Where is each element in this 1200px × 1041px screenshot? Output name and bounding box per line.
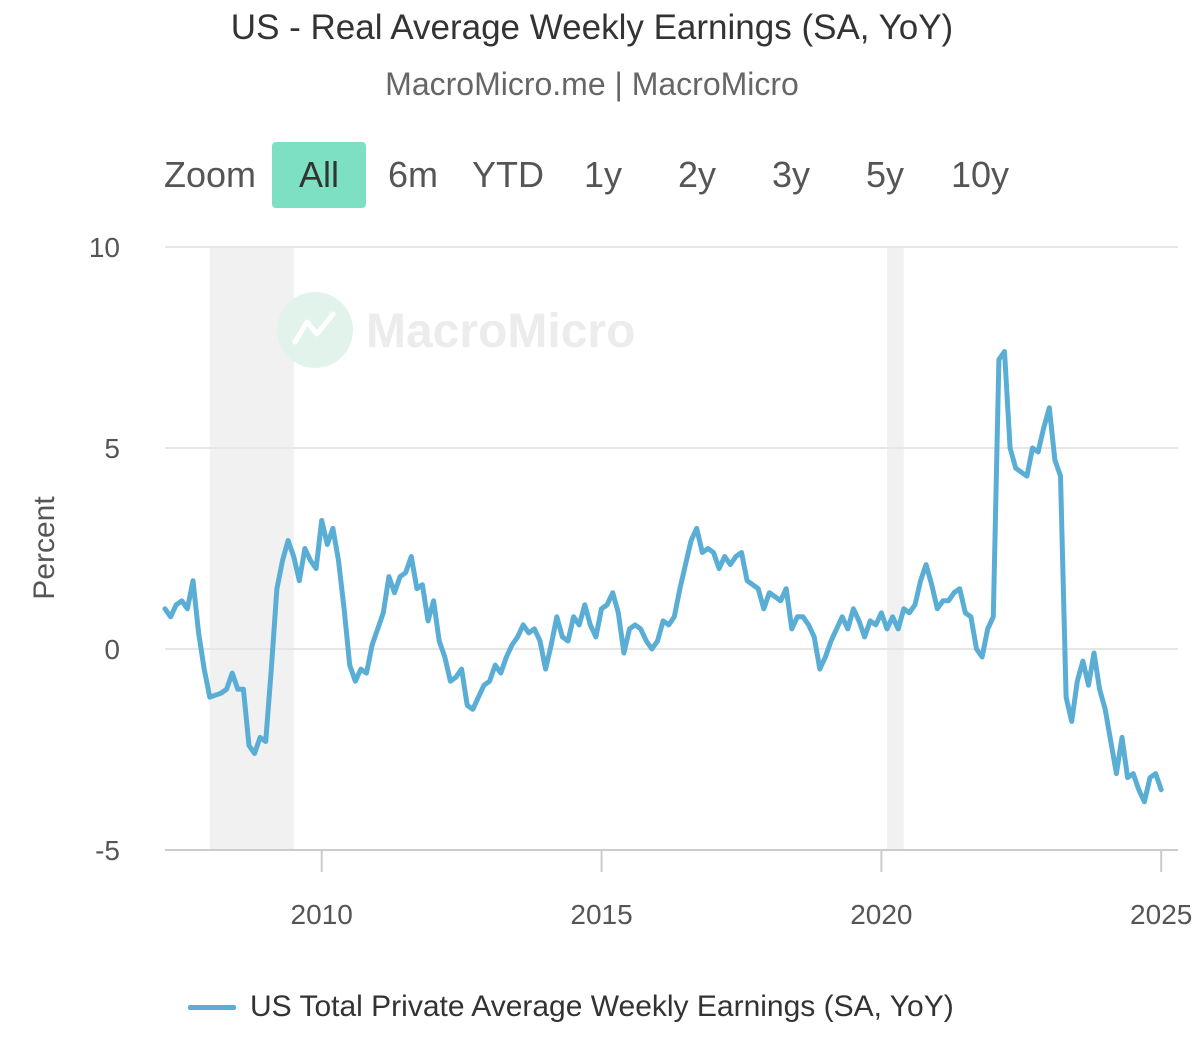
- y-tick-label: -5: [95, 835, 120, 866]
- range-button-3y[interactable]: 3y: [772, 154, 811, 195]
- y-tick-label: 0: [104, 634, 120, 665]
- range-button-6m[interactable]: 6m: [388, 154, 439, 195]
- watermark-text: MacroMicro: [366, 305, 635, 358]
- chart-subtitle: MacroMicro.me | MacroMicro: [385, 66, 799, 102]
- x-tick-label: 2025: [1130, 899, 1192, 930]
- range-button-10y[interactable]: 10y: [951, 154, 1010, 195]
- x-tick-label: 2015: [570, 899, 632, 930]
- watermark: MacroMicro: [277, 292, 635, 368]
- legend-label: US Total Private Average Weekly Earnings…: [250, 990, 954, 1023]
- range-button-5y[interactable]: 5y: [866, 154, 905, 195]
- chart-title: US - Real Average Weekly Earnings (SA, Y…: [230, 8, 954, 47]
- range-button-ytd[interactable]: YTD: [472, 154, 545, 195]
- y-tick-label: 10: [89, 232, 120, 263]
- watermark-logo-mark: [292, 311, 336, 345]
- y-axis-ticks: -5 0 5 10: [89, 232, 120, 866]
- y-tick-label: 5: [104, 433, 120, 464]
- y-axis-label: Percent: [28, 496, 61, 600]
- legend-line-swatch: [188, 1004, 236, 1010]
- range-button-2y[interactable]: 2y: [678, 154, 717, 195]
- x-tick-label: 2020: [850, 899, 912, 930]
- x-tick-label: 2010: [291, 899, 353, 930]
- zoom-label: Zoom: [164, 154, 257, 195]
- series-group: [162, 349, 1164, 805]
- range-button-1y[interactable]: 1y: [584, 154, 623, 195]
- recession-band-2: [886, 247, 904, 850]
- range-button-all[interactable]: All: [272, 142, 367, 208]
- range-selector: Zoom All 6m YTD 1y 2y 3y 5y 10y: [164, 142, 1028, 208]
- series-line-1: [162, 349, 1164, 805]
- legend-item[interactable]: US Total Private Average Weekly Earnings…: [188, 990, 954, 1024]
- x-axis: 2010 2015 2020 2025: [291, 850, 1192, 930]
